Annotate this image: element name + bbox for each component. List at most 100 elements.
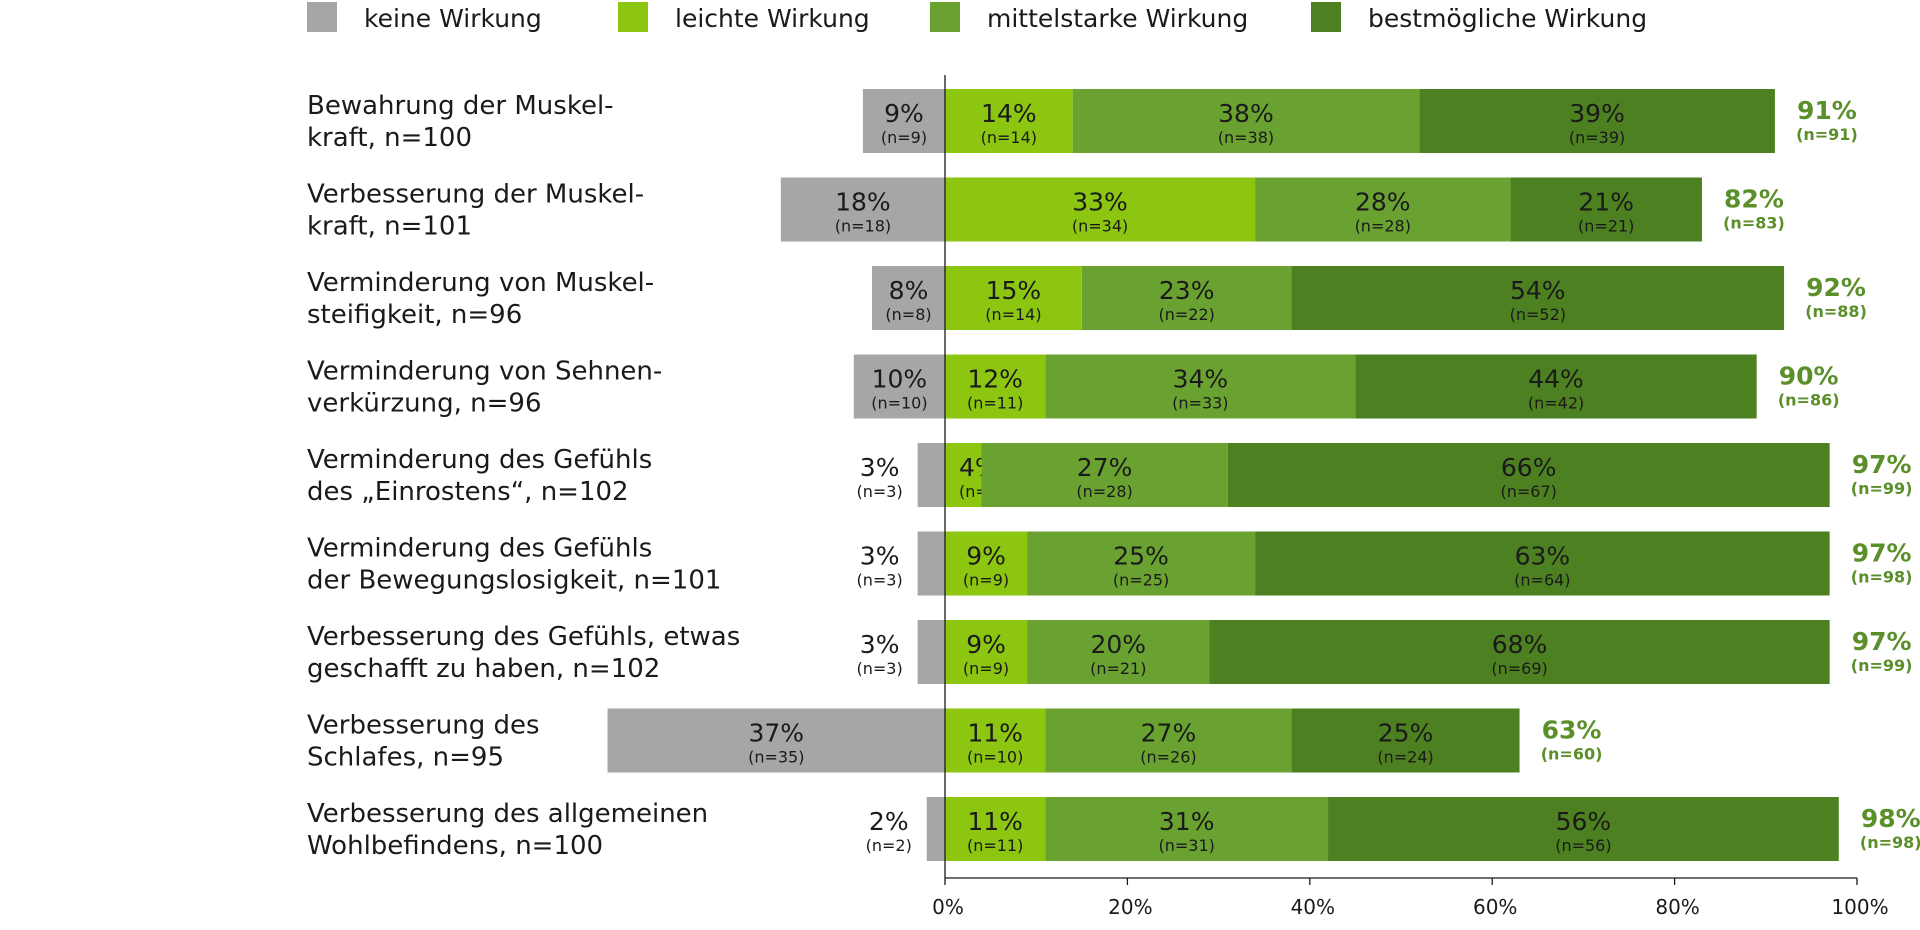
row-label: Bewahrung der Muskel-kraft, n=100 bbox=[307, 91, 614, 153]
total-label-n: (n=83) bbox=[1723, 214, 1785, 233]
legend-label-leichte: leichte Wirkung bbox=[675, 4, 870, 33]
data-label-pct: 63% bbox=[1515, 542, 1571, 571]
data-label-n: (n=52) bbox=[1510, 305, 1566, 324]
data-label-pct: 54% bbox=[1510, 276, 1566, 305]
x-tick-label: 40% bbox=[1291, 895, 1335, 919]
bar-row: 10%(n=10) 12%(n=11) 34%(n=33) 44%(n=42) 90%(… bbox=[853, 354, 1840, 419]
total-label-pct: 63% bbox=[1542, 716, 1602, 745]
row-label-line: Bewahrung der Muskel- bbox=[307, 91, 614, 121]
legend-swatch-leichte bbox=[618, 2, 648, 32]
total-label-pct: 98% bbox=[1861, 804, 1920, 833]
bar-segment-leichte bbox=[945, 797, 1046, 861]
data-label-n: (n=22) bbox=[1158, 305, 1214, 324]
data-label-pct: 18% bbox=[835, 188, 891, 217]
bar-segment-bestmoegliche bbox=[1291, 708, 1520, 773]
total-label-pct: 97% bbox=[1852, 539, 1912, 568]
data-label-n: (n=21) bbox=[1090, 659, 1146, 678]
data-label-pct: 14% bbox=[981, 99, 1037, 128]
legend-label-bestmoegliche: bestmögliche Wirkung bbox=[1368, 4, 1647, 33]
data-label-n: (n=11) bbox=[967, 836, 1023, 855]
total-label-n: (n=88) bbox=[1805, 302, 1867, 321]
data-label-n: (n=24) bbox=[1377, 748, 1433, 767]
x-tick-label: 100% bbox=[1831, 895, 1888, 919]
data-label-pct: 37% bbox=[748, 719, 804, 748]
bar-segment-bestmoegliche bbox=[1255, 531, 1830, 596]
row-label: Verbesserung der Muskel-kraft, n=101 bbox=[307, 180, 644, 242]
row-label: Verbesserung des Gefühls, etwasgeschafft… bbox=[307, 622, 740, 684]
data-label-pct: 9% bbox=[884, 99, 924, 128]
bar-segment-bestmoegliche bbox=[1355, 354, 1757, 419]
bar-segment-bestmoegliche bbox=[1291, 266, 1785, 330]
x-tick-label: 20% bbox=[1108, 895, 1152, 919]
bar-row: 3%(n=3)4%(n=4)27%(n=28)66%(n=67)97%(n=99… bbox=[857, 443, 1912, 507]
data-label-pct: 66% bbox=[1501, 453, 1557, 482]
data-label-pct: 28% bbox=[1355, 188, 1411, 217]
x-tick-label: 80% bbox=[1655, 895, 1699, 919]
row-label: Verbesserung des allgemeinenWohlbefinden… bbox=[307, 799, 708, 861]
data-label-pct: 56% bbox=[1556, 807, 1612, 836]
row-label-line: kraft, n=100 bbox=[307, 123, 472, 153]
row-label-line: verkürzung, n=96 bbox=[307, 389, 541, 419]
bar-segment-leichte bbox=[945, 531, 1028, 596]
data-label-pct: 27% bbox=[1141, 719, 1197, 748]
data-label-n: (n=14) bbox=[985, 305, 1041, 324]
legend-swatch-bestmoegliche bbox=[1311, 2, 1341, 32]
data-label-pct: 8% bbox=[889, 276, 929, 305]
data-label-pct: 68% bbox=[1492, 630, 1548, 659]
bar-segment-keine bbox=[917, 443, 945, 507]
data-label-n: (n=31) bbox=[1158, 836, 1214, 855]
row-label: Verminderung von Sehnen-verkürzung, n=96 bbox=[307, 357, 662, 419]
row-label-line: Wohlbefindens, n=100 bbox=[307, 831, 603, 861]
data-label-pct: 44% bbox=[1528, 365, 1584, 394]
total-label-n: (n=99) bbox=[1851, 656, 1913, 675]
data-label-n: (n=42) bbox=[1528, 394, 1584, 413]
row-label-line: Verminderung des Gefühls bbox=[307, 445, 652, 475]
bar-segment-leichte bbox=[945, 708, 1046, 773]
bar-segment-keine bbox=[926, 797, 945, 861]
data-label-n: (n=64) bbox=[1514, 571, 1570, 590]
data-label-pct: 11% bbox=[967, 719, 1023, 748]
legend-label-keine: keine Wirkung bbox=[364, 4, 542, 33]
legend-swatch-mittelstarke bbox=[930, 2, 960, 32]
data-label-n: (n=8) bbox=[885, 305, 931, 324]
bar-segment-keine bbox=[853, 354, 945, 419]
row-label-line: Verminderung des Gefühls bbox=[307, 534, 652, 564]
legend-item-leichte: leichte Wirkung bbox=[618, 2, 870, 33]
row-label-line: Verbesserung des bbox=[307, 711, 540, 741]
data-label-n: (n=56) bbox=[1555, 836, 1611, 855]
bar-segment-mittelstarke bbox=[1255, 177, 1511, 242]
legend-item-bestmoegliche: bestmögliche Wirkung bbox=[1311, 2, 1647, 33]
data-label-pct: 25% bbox=[1378, 719, 1434, 748]
row-label-line: Verbesserung des allgemeinen bbox=[307, 799, 708, 829]
x-tick-label: 0% bbox=[932, 895, 964, 919]
x-axis: 0% 20% 40% 60% 80% 100% bbox=[932, 75, 1889, 919]
row-label-line: Verminderung von Muskel- bbox=[307, 268, 654, 298]
x-tick-label: 60% bbox=[1473, 895, 1517, 919]
data-label-n: (n=34) bbox=[1072, 217, 1128, 236]
bar-segment-leichte bbox=[945, 266, 1082, 330]
data-label-pct: 3% bbox=[860, 630, 900, 659]
bar-segment-leichte bbox=[945, 177, 1256, 242]
data-label-n: (n=9) bbox=[963, 659, 1009, 678]
data-label-pct: 31% bbox=[1159, 807, 1215, 836]
data-label-n: (n=25) bbox=[1113, 571, 1169, 590]
data-label-pct: 9% bbox=[966, 630, 1006, 659]
bar-segment-leichte bbox=[945, 89, 1073, 153]
bar-row: 9%(n=9) 14%(n=14) 38%(n=38) 39%(n=39) 91%(n=… bbox=[862, 89, 1858, 153]
total-label-n: (n=98) bbox=[1851, 568, 1913, 587]
bar-segment-mittelstarke bbox=[1081, 266, 1292, 330]
row-label-line: der Bewegungslosigkeit, n=101 bbox=[307, 566, 721, 596]
data-label-n: (n=33) bbox=[1172, 394, 1228, 413]
data-label-n: (n=11) bbox=[967, 394, 1023, 413]
data-label-pct: 20% bbox=[1090, 630, 1146, 659]
total-label-n: (n=60) bbox=[1541, 745, 1603, 764]
row-labels: Bewahrung der Muskel-kraft, n=100 Verbess… bbox=[307, 91, 740, 861]
bar-segment-mittelstarke bbox=[1072, 89, 1420, 153]
total-label-pct: 91% bbox=[1797, 96, 1857, 125]
bar-segment-bestmoegliche bbox=[1419, 89, 1775, 153]
legend: keine Wirkung leichte Wirkung mittelstarke… bbox=[307, 2, 1647, 33]
row-label-line: Schlafes, n=95 bbox=[307, 743, 504, 773]
data-label-pct: 33% bbox=[1072, 188, 1128, 217]
